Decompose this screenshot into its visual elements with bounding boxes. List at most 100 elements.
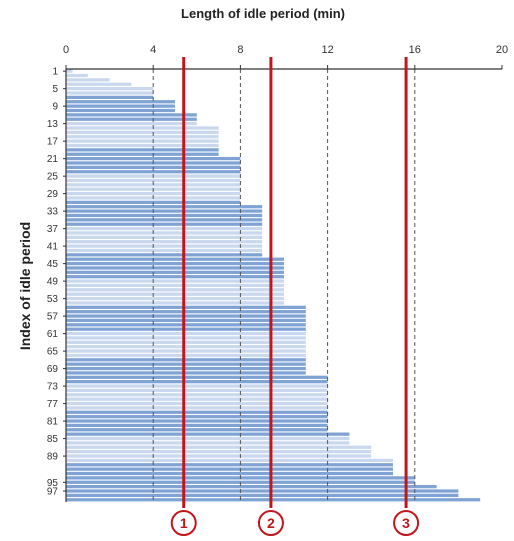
bar-98 xyxy=(66,493,459,498)
bar-36 xyxy=(66,222,263,226)
bar-66 xyxy=(66,353,306,358)
bar-96 xyxy=(66,485,437,489)
bar-32 xyxy=(66,205,263,209)
bar-20 xyxy=(66,152,219,156)
bar-34 xyxy=(66,213,263,218)
bar-18 xyxy=(66,143,219,148)
bar-75 xyxy=(66,393,328,397)
y-tick-label-45: 45 xyxy=(47,259,59,270)
marker-circle-3 xyxy=(393,510,420,536)
bar-70 xyxy=(66,371,306,375)
bar-40 xyxy=(66,240,263,244)
bar-97 xyxy=(66,489,459,493)
bar-5 xyxy=(66,86,154,91)
bar-71 xyxy=(66,375,328,379)
bar-72 xyxy=(66,380,328,384)
bar-9 xyxy=(66,104,175,108)
bar-54 xyxy=(66,301,284,305)
bar-49 xyxy=(66,279,284,283)
x-tick-label-16: 16 xyxy=(409,44,421,56)
y-tick-label-9: 9 xyxy=(52,102,58,113)
bar-86 xyxy=(66,441,350,445)
bar-83 xyxy=(66,428,328,432)
bar-48 xyxy=(66,275,284,279)
marker-label-3: 3 xyxy=(402,515,410,531)
bar-91 xyxy=(66,463,393,467)
x-tick-label-8: 8 xyxy=(237,44,243,56)
bar-19 xyxy=(66,148,219,152)
bar-82 xyxy=(66,423,328,428)
bar-62 xyxy=(66,336,306,340)
y-tick-label-89: 89 xyxy=(47,452,59,463)
bar-37 xyxy=(66,226,263,231)
bar-6 xyxy=(66,91,154,95)
markers: 1 2 3 xyxy=(170,57,420,536)
bar-14 xyxy=(66,126,219,130)
y-tick-label-5: 5 xyxy=(52,84,58,95)
bar-87 xyxy=(66,445,372,449)
bar-7 xyxy=(66,95,154,100)
gridlines xyxy=(152,69,416,502)
bar-17 xyxy=(66,139,219,143)
y-tick-labels: 1 5 9 13 17 21 25 29 33 37 41 45 49 53 57 61 65 69 73 77 81 8… xyxy=(47,67,66,498)
y-tick-label-65: 65 xyxy=(47,347,59,358)
bar-79 xyxy=(66,410,328,414)
bar-45 xyxy=(66,261,284,266)
y-tick-label-85: 85 xyxy=(47,434,59,445)
bar-99 xyxy=(66,498,481,502)
bars-group xyxy=(66,69,481,502)
bar-43 xyxy=(66,253,263,257)
bar-13 xyxy=(66,121,197,126)
bar-85 xyxy=(66,436,350,441)
bar-60 xyxy=(66,327,306,331)
bar-44 xyxy=(66,257,284,261)
y-tick-label-1: 1 xyxy=(52,67,58,78)
bar-38 xyxy=(66,231,263,235)
y-tick-label-57: 57 xyxy=(47,312,59,323)
y-axis-title: Index of idle period xyxy=(17,222,33,350)
bar-57 xyxy=(66,314,306,318)
y-tick-label-49: 49 xyxy=(47,277,59,288)
bar-29 xyxy=(66,191,241,196)
bar-74 xyxy=(66,388,328,393)
bar-69 xyxy=(66,366,306,371)
bar-89 xyxy=(66,454,372,458)
y-tick-label-77: 77 xyxy=(47,399,59,410)
y-tick-label-37: 37 xyxy=(47,224,59,235)
y-tick-label-13: 13 xyxy=(47,119,59,130)
bar-77 xyxy=(66,401,328,406)
y-tick-label-61: 61 xyxy=(47,329,59,340)
bar-84 xyxy=(66,432,350,436)
bar-56 xyxy=(66,310,306,314)
bar-92 xyxy=(66,467,393,471)
bar-2 xyxy=(66,73,88,78)
bar-64 xyxy=(66,345,306,349)
bar-10 xyxy=(66,108,175,113)
y-tick-label-53: 53 xyxy=(47,294,59,305)
bar-63 xyxy=(66,340,306,344)
bar-8 xyxy=(66,100,175,104)
bar-51 xyxy=(66,288,284,292)
bar-35 xyxy=(66,218,263,222)
bar-59 xyxy=(66,323,306,327)
bar-41 xyxy=(66,244,263,248)
x-tick-label-0: 0 xyxy=(63,44,69,56)
y-tick-label-69: 69 xyxy=(47,364,59,375)
bar-46 xyxy=(66,266,284,270)
bar-58 xyxy=(66,318,306,323)
x-tick-label-12: 12 xyxy=(321,44,333,56)
bar-26 xyxy=(66,178,241,183)
bar-21 xyxy=(66,156,241,161)
bar-39 xyxy=(66,235,263,239)
bar-65 xyxy=(66,349,306,353)
y-tick-label-29: 29 xyxy=(47,189,59,200)
y-tick-label-81: 81 xyxy=(47,417,59,428)
bar-47 xyxy=(66,270,284,274)
marker-label-1: 1 xyxy=(180,515,188,531)
bar-76 xyxy=(66,397,328,401)
bar-15 xyxy=(66,130,219,135)
bar-80 xyxy=(66,415,328,419)
bar-55 xyxy=(66,305,306,309)
bar-42 xyxy=(66,248,263,253)
